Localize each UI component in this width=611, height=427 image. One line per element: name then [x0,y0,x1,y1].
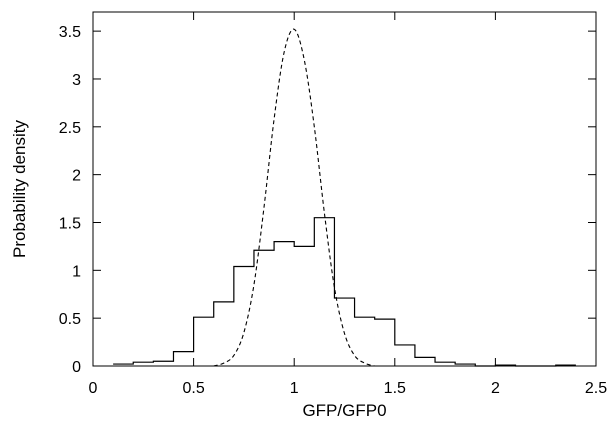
x-tick-label: 1.5 [384,380,406,397]
x-axis-ticks: 0 0.5 1 1.5 2 2.5 [89,12,607,397]
y-tick-label: 0 [72,359,81,376]
y-axis-ticks: 0 0.5 1 1.5 2 2.5 3 3.5 [59,24,596,376]
x-tick-label: 2 [491,380,500,397]
y-tick-label: 2 [72,168,81,185]
x-tick-label: 2.5 [585,380,607,397]
x-tick-label: 1 [290,380,299,397]
dashed-density-curve [213,28,375,367]
y-tick-label: 0.5 [59,311,81,328]
x-tick-label: 0.5 [182,380,204,397]
plot-frame [92,11,597,367]
y-axis-label: Probability density [10,120,29,258]
y-tick-label: 1 [72,263,81,280]
histogram-series [113,217,576,367]
x-axis-label: GFP/GFP0 [302,401,386,420]
y-tick-label: 3 [72,72,81,89]
y-tick-label: 1.5 [59,215,81,232]
y-tick-label: 2.5 [59,120,81,137]
y-tick-label: 3.5 [59,24,81,41]
x-tick-label: 0 [89,380,98,397]
